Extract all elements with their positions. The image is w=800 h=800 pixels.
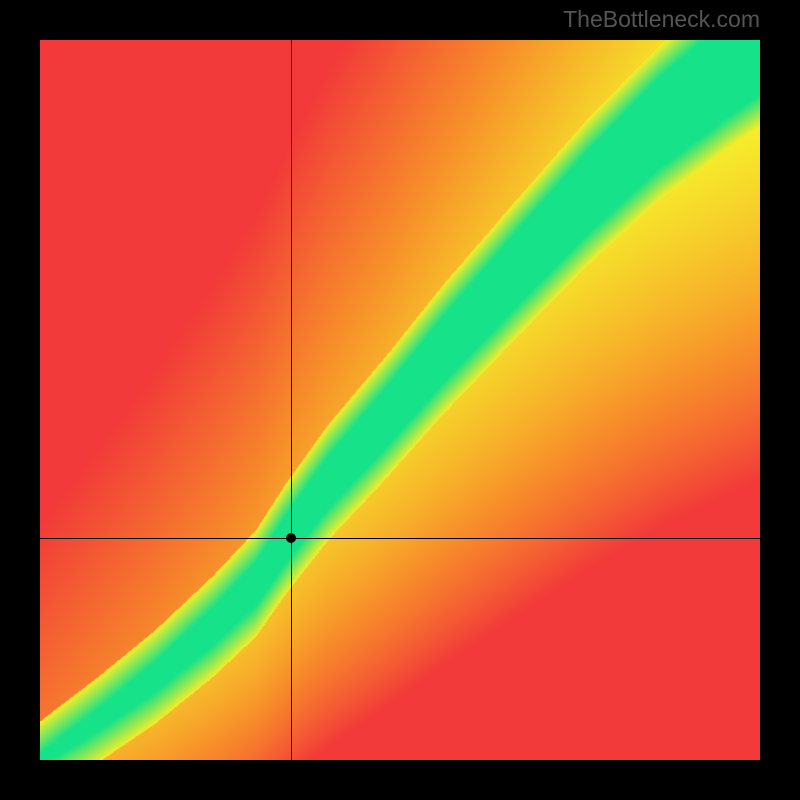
plot-frame <box>40 40 760 760</box>
watermark-text: TheBottleneck.com <box>563 6 760 33</box>
crosshair-dot <box>286 533 296 543</box>
heatmap-canvas <box>40 40 760 760</box>
crosshair-horizontal <box>40 538 760 539</box>
crosshair-vertical <box>291 40 292 760</box>
